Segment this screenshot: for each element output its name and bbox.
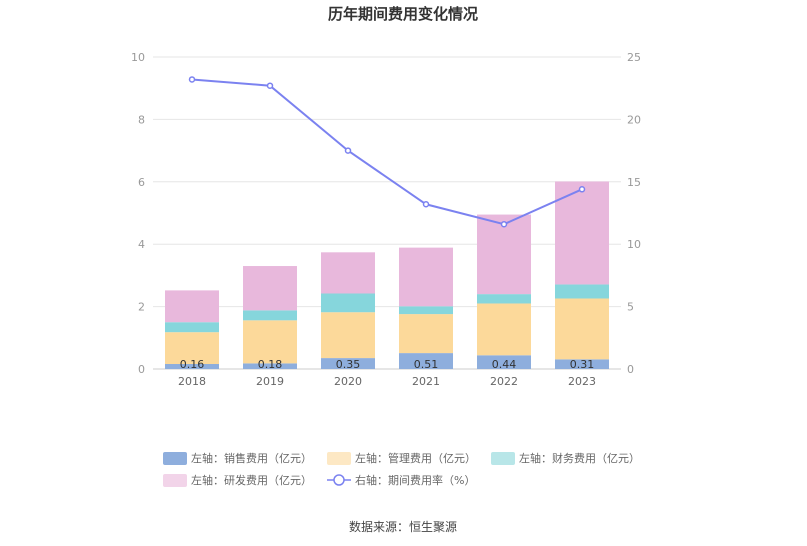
- x-tick-label: 2020: [334, 375, 362, 388]
- x-axis-ticks: 2018 2019 2020 2021 2022 2023: [178, 375, 596, 388]
- legend-label: 右轴：期间费用率（%）: [355, 473, 475, 487]
- rate-point: [422, 201, 430, 208]
- legend-swatch: [163, 452, 187, 465]
- grid-lines: [153, 56, 621, 370]
- right-axis-ticks: 0 5 10 15 20 25: [627, 51, 641, 376]
- bar-segment: [555, 284, 609, 299]
- left-tick-label: 8: [138, 113, 145, 126]
- bar-segment: [555, 181, 609, 285]
- bar-segment: [243, 363, 297, 369]
- rate-point: [266, 82, 274, 89]
- source-note: 数据来源：恒生聚源: [349, 519, 457, 534]
- bar-segment: [321, 358, 375, 369]
- bar-segment: [477, 294, 531, 304]
- left-tick-label: 6: [138, 176, 145, 189]
- rate-point: [578, 186, 586, 193]
- data-label: 0.51: [414, 358, 439, 371]
- bar-segment: [321, 293, 375, 313]
- right-tick-label: 15: [627, 176, 641, 189]
- x-tick-label: 2021: [412, 375, 440, 388]
- data-label: 0.18: [258, 358, 283, 371]
- bar-segment: [165, 322, 219, 333]
- legend-swatch: [327, 452, 351, 465]
- data-label: 0.35: [336, 358, 361, 371]
- data-label: 0.16: [180, 358, 205, 371]
- legend-line-marker: [333, 474, 345, 486]
- bar-segment: [399, 247, 453, 307]
- x-tick-label: 2023: [568, 375, 596, 388]
- bar-segment: [399, 353, 453, 369]
- left-tick-label: 2: [138, 301, 145, 314]
- bar-segment: [321, 312, 375, 359]
- bar-segment: [165, 332, 219, 365]
- left-axis-ticks: 0 2 4 6 8 10: [131, 51, 145, 376]
- left-tick-label: 4: [138, 238, 145, 251]
- legend-swatch: [491, 452, 515, 465]
- rate-line: [191, 78, 583, 226]
- bar-segment: [555, 359, 609, 369]
- bar-segment: [243, 266, 297, 311]
- rate-point: [344, 147, 352, 154]
- x-tick-label: 2018: [178, 375, 206, 388]
- bar-segment: [243, 310, 297, 321]
- chart-title: 历年期间费用变化情况: [328, 5, 478, 23]
- right-tick-label: 10: [627, 238, 641, 251]
- bar-segment: [165, 364, 219, 369]
- right-tick-label: 25: [627, 51, 641, 64]
- bar-segment: [555, 298, 609, 360]
- legend-label: 左轴：财务费用（亿元）: [519, 451, 640, 465]
- x-tick-label: 2022: [490, 375, 518, 388]
- data-labels: 0.16 0.18 0.35 0.51 0.44 0.31: [180, 358, 595, 371]
- right-tick-label: 0: [627, 363, 634, 376]
- rate-point: [500, 220, 508, 228]
- bar-segment: [399, 306, 453, 315]
- bar-segment: [477, 355, 531, 369]
- data-label: 0.44: [492, 358, 517, 371]
- rate-line-series: [188, 76, 586, 228]
- bar-segment: [321, 252, 375, 294]
- bar-segment: [165, 290, 219, 323]
- bar-segment: [399, 314, 453, 354]
- rate-point: [188, 76, 196, 83]
- legend-swatch: [163, 474, 187, 487]
- left-tick-label: 0: [138, 363, 145, 376]
- x-tick-label: 2019: [256, 375, 284, 388]
- legend-label: 左轴：销售费用（亿元）: [191, 451, 312, 465]
- left-tick-label: 10: [131, 51, 145, 64]
- legend: 左轴：销售费用（亿元） 左轴：管理费用（亿元） 左轴：财务费用（亿元） 左轴：研发费用…: [163, 451, 640, 487]
- bar-segment: [477, 303, 531, 356]
- legend-label: 左轴：管理费用（亿元）: [355, 451, 476, 465]
- bar-segment: [477, 214, 531, 295]
- legend-label: 左轴：研发费用（亿元）: [191, 473, 312, 487]
- bars: [165, 181, 609, 369]
- right-tick-label: 5: [627, 301, 634, 314]
- data-label: 0.31: [570, 358, 595, 371]
- bar-segment: [243, 320, 297, 364]
- right-tick-label: 20: [627, 113, 641, 126]
